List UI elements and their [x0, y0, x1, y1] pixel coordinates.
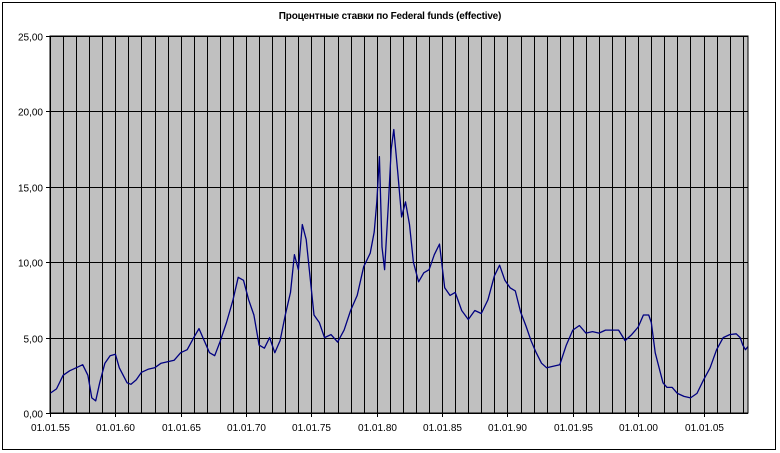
chart-title: Процентные ставки по Federal funds (effe… — [278, 11, 502, 22]
x-tick-label: 01.01.70 — [227, 423, 266, 434]
x-tick-label: 01.01.85 — [423, 423, 462, 434]
series-line — [49, 128, 749, 402]
x-tick-label: 01.01.05 — [685, 423, 724, 434]
x-tick-label: 01.01.90 — [488, 423, 527, 434]
y-tick-label: 15,00 — [18, 184, 43, 195]
y-tick-label: 20,00 — [18, 108, 43, 119]
y-tick-label: 5,00 — [24, 335, 44, 346]
y-tick-label: 10,00 — [18, 259, 43, 270]
x-tick-label: 01.01.65 — [162, 423, 201, 434]
x-tick-label: 01.01.55 — [31, 423, 70, 434]
x-tick-label: 01.01.75 — [292, 423, 331, 434]
plot-area — [50, 36, 748, 413]
plot-border — [49, 35, 749, 414]
x-tick-label: 01.01.80 — [358, 423, 397, 434]
y-tick-label: 0,00 — [24, 410, 44, 421]
x-tick-label: 01.01.60 — [96, 423, 135, 434]
x-axis-ticks: 01.01.55 01.01.60 01.01.65 01.01.70 01.01.75… — [31, 413, 724, 434]
y-tick-label: 25,00 — [18, 33, 43, 44]
x-tick-label: 01.01.95 — [554, 423, 593, 434]
series-group — [49, 128, 749, 402]
y-axis-ticks: 0,00 5,00 10,00 15,00 20,00 25,00 — [18, 33, 50, 421]
x-tick-label: 01.01.00 — [619, 423, 658, 434]
